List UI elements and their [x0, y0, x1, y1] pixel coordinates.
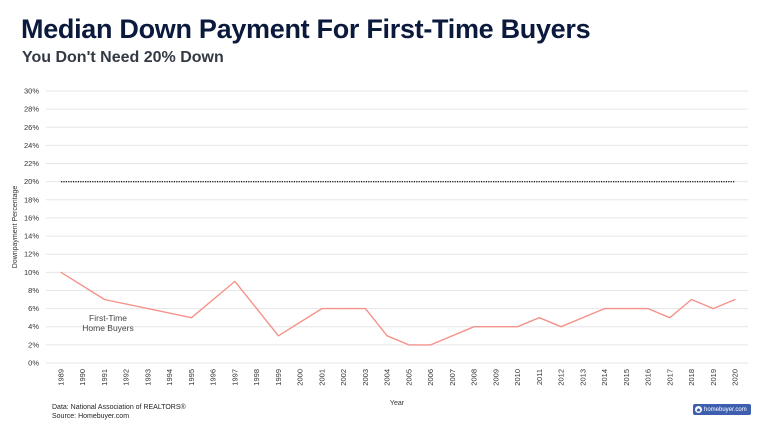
brand-label: homebuyer.com — [704, 406, 747, 413]
x-tick-label: 2006 — [426, 369, 435, 386]
x-tick-label: 2001 — [317, 369, 326, 386]
y-tick-label: 12% — [24, 250, 39, 259]
data-point — [538, 317, 540, 319]
data-point — [364, 308, 366, 310]
data-point — [603, 308, 606, 310]
chart-title: Median Down Payment For First-Time Buyer… — [21, 14, 591, 44]
data-point — [60, 271, 62, 273]
x-tick-label: 1989 — [57, 369, 66, 386]
x-tick-label: 2011 — [535, 369, 544, 385]
x-tick-label: 2004 — [383, 369, 392, 386]
x-tick-label: 2010 — [513, 369, 522, 386]
x-tick-label: 1997 — [230, 369, 239, 386]
y-tick-label: 20% — [24, 177, 39, 186]
y-tick-label: 2% — [28, 340, 39, 349]
y-tick-label: 16% — [24, 213, 39, 222]
data-point — [343, 308, 345, 310]
x-tick-label: 2018 — [687, 369, 696, 386]
y-tick-label: 4% — [28, 322, 39, 331]
chart-subtitle: You Don't Need 20% Down — [22, 49, 224, 66]
x-tick-label: 2002 — [339, 369, 348, 386]
data-point — [712, 308, 714, 310]
y-tick-label: 8% — [28, 286, 39, 295]
x-tick-label: 2003 — [361, 369, 370, 386]
data-point — [647, 308, 649, 310]
x-tick-label: 2009 — [491, 369, 500, 386]
house-icon — [695, 406, 702, 413]
data-point — [560, 326, 562, 328]
data-point — [234, 280, 236, 282]
x-tick-label: 2012 — [557, 369, 566, 386]
y-tick-label: 28% — [24, 105, 39, 114]
x-tick-label: 1994 — [165, 369, 174, 386]
x-tick-label: 2019 — [709, 369, 718, 386]
data-point — [495, 326, 497, 328]
data-point — [516, 326, 519, 328]
x-tick-label: 1991 — [100, 369, 109, 386]
x-tick-label: 2015 — [622, 369, 631, 386]
x-tick-label: 2020 — [731, 369, 740, 386]
data-point — [408, 344, 410, 346]
x-tick-label: 1990 — [78, 369, 87, 386]
source-line-source: Source: Homebuyer.com — [52, 413, 130, 420]
y-tick-label: 22% — [24, 159, 39, 168]
y-tick-label: 24% — [24, 141, 39, 150]
x-tick-label: 2005 — [404, 369, 413, 386]
data-point — [690, 298, 693, 301]
data-point — [734, 298, 736, 301]
series-label: First-Time Home Buyers — [82, 313, 134, 333]
x-axis-title: Year — [390, 400, 405, 407]
y-tick-label: 30% — [24, 87, 39, 96]
data-point — [625, 308, 627, 310]
x-tick-label: 1996 — [209, 369, 218, 386]
x-tick-label: 1993 — [143, 369, 152, 386]
x-tick-label: 1992 — [122, 369, 131, 386]
y-tick-label: 10% — [24, 268, 39, 277]
data-point — [386, 335, 388, 337]
data-point — [277, 335, 280, 337]
y-tick-label: 14% — [24, 232, 39, 241]
source-note: Data: National Association of REALTORS® … — [52, 403, 186, 421]
data-point — [669, 317, 671, 319]
y-tick-label: 6% — [28, 304, 39, 313]
y-axis-title: Downpayment Percentage — [12, 186, 19, 269]
source-line-data: Data: National Association of REALTORS® — [52, 404, 186, 411]
x-tick-label: 2016 — [644, 369, 653, 386]
x-tick-label: 1999 — [274, 369, 283, 386]
data-point — [473, 326, 475, 328]
data-point — [321, 308, 323, 310]
x-tick-label: 1998 — [252, 369, 261, 386]
x-tick-label: 2007 — [448, 369, 457, 386]
x-tick-label: 2008 — [470, 369, 479, 386]
x-tick-label: 1995 — [187, 369, 196, 386]
data-point — [430, 344, 432, 346]
y-tick-label: 18% — [24, 195, 39, 204]
data-point — [190, 317, 193, 319]
brand-badge[interactable]: homebuyer.com — [693, 404, 751, 415]
y-tick-label: 26% — [24, 123, 39, 132]
x-tick-label: 2000 — [296, 369, 305, 386]
data-point — [103, 298, 106, 301]
x-tick-label: 2017 — [665, 369, 674, 386]
x-tick-label: 2014 — [600, 369, 609, 386]
y-tick-label: 0% — [28, 359, 39, 368]
x-tick-label: 2013 — [578, 369, 587, 386]
